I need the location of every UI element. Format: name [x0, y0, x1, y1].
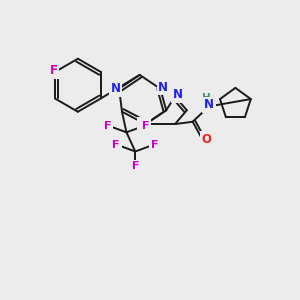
Text: F: F: [103, 121, 111, 131]
Text: F: F: [131, 161, 139, 171]
Text: F: F: [50, 64, 57, 77]
Text: H: H: [202, 93, 211, 103]
Text: N: N: [158, 81, 168, 94]
Text: N: N: [204, 98, 214, 111]
Text: O: O: [202, 133, 212, 146]
Text: F: F: [151, 140, 158, 150]
Text: N: N: [110, 82, 121, 95]
Text: F: F: [112, 140, 120, 150]
Text: F: F: [142, 121, 149, 131]
Text: N: N: [139, 119, 149, 132]
Text: N: N: [173, 88, 183, 101]
